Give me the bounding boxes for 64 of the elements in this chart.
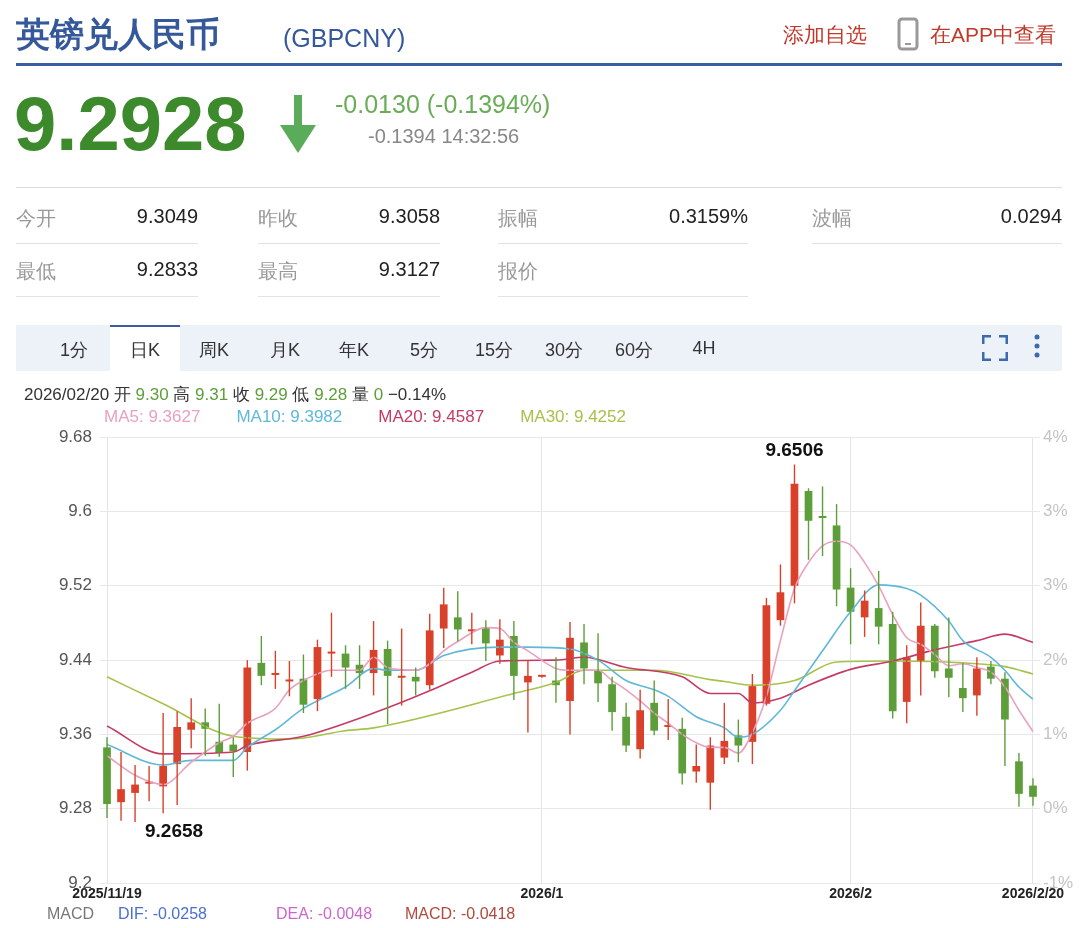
text: 振幅 (498, 206, 538, 231)
y-tick-label: 9.44 (58, 649, 92, 669)
line-series (106, 633, 1034, 755)
chart-title: 英镑兑人民币 (16, 14, 220, 55)
candlestick (257, 635, 266, 686)
text: MA5: 9.3627 (104, 407, 201, 427)
text: 30分 (544, 339, 584, 362)
text: 最高 (258, 259, 298, 284)
text: 昨收 (258, 206, 298, 231)
text: 9.2833 (136, 258, 198, 281)
text: 4H (692, 338, 716, 359)
text: 日K (129, 339, 161, 362)
y2-tick-label: 1% (1043, 724, 1068, 744)
line-series (106, 540, 1034, 786)
text: 9.3049 (136, 205, 198, 228)
y-tick-label: 9.52 (58, 575, 92, 595)
text: 9.2928 (14, 80, 247, 167)
text: 最低 (16, 259, 56, 284)
text: 15分 (474, 339, 514, 362)
text: DIF: -0.0258 (118, 905, 207, 923)
candlestick (397, 627, 406, 707)
y-tick-label: 9.68 (58, 426, 92, 446)
text: 0.3159% (669, 205, 748, 228)
text: 波幅 (812, 206, 852, 231)
candlestick (439, 586, 448, 649)
text: 月K (269, 339, 301, 362)
y-tick-label: 9.28 (58, 798, 92, 818)
text: MA20: 9.4587 (378, 407, 485, 427)
y2-tick-label: 0% (1043, 798, 1068, 818)
text: 5分 (409, 339, 439, 362)
chart-subtitle: (GBPCNY) (283, 24, 406, 53)
y2-tick-label: 3% (1043, 501, 1068, 521)
y-tick-label: 9.6 (68, 501, 92, 521)
text: MA30: 9.4252 (520, 407, 626, 427)
text: 周K (198, 339, 230, 362)
text: MACD: -0.0418 (405, 905, 516, 923)
y2-tick-label: 4% (1043, 426, 1068, 446)
text: 今开 (16, 206, 56, 231)
text: 2026/02/20 开 9.30 高 9.31 收 9.29 低 9.28 量 0 −0.14% (24, 385, 447, 404)
candlestick (453, 590, 462, 643)
y2-tick-label: 2% (1043, 649, 1068, 669)
text: 年K (338, 339, 370, 362)
text: 0.0294 (1000, 205, 1062, 228)
text: MACD (47, 905, 95, 923)
candlestick (692, 743, 701, 784)
text: -0.1394 14:32:56 (368, 125, 520, 148)
text: 60分 (614, 339, 654, 362)
y2-tick-label: 3% (1043, 575, 1068, 595)
x-tick-label: 2026/2 (829, 885, 873, 902)
text: 添加自选 (783, 22, 867, 48)
text: -0.0130 (-0.1394%) (335, 90, 551, 119)
text: 报价 (498, 259, 538, 284)
text: 9.3127 (378, 258, 440, 281)
text: DEA: -0.0048 (276, 905, 373, 923)
text: MA10: 9.3982 (236, 407, 343, 427)
y-tick-label: 9.36 (58, 724, 92, 744)
x-tick-label: 2026/1 (520, 885, 564, 902)
candlestick (874, 570, 883, 646)
annotation: 9.2658 (145, 820, 204, 842)
text: 9.3058 (378, 205, 440, 228)
line-series (106, 660, 1034, 740)
text: 1分 (59, 339, 89, 362)
text: 在APP中查看 (930, 22, 1057, 48)
annotation: 9.6506 (765, 439, 824, 461)
